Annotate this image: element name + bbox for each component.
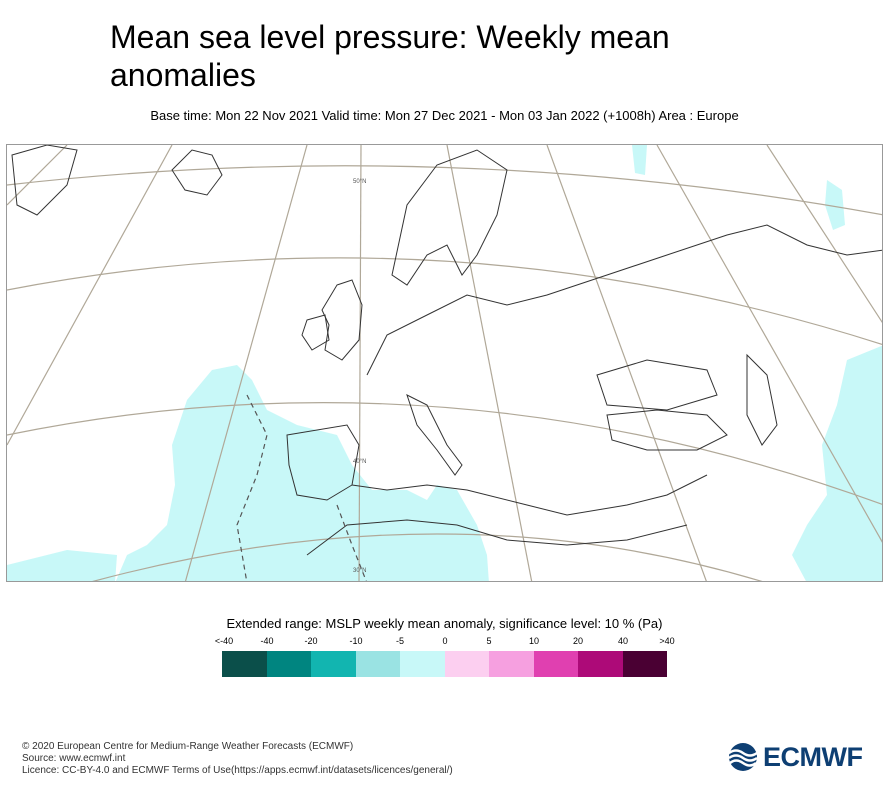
- graticule: [7, 145, 882, 581]
- legend-swatch: [444, 651, 489, 677]
- lat-label-40n: 40°N: [353, 459, 366, 465]
- coast-black-sea: [596, 359, 718, 411]
- anomaly-region-ne: [825, 180, 845, 230]
- parallel-30n: [92, 533, 763, 581]
- chart-subtitle: Base time: Mon 22 Nov 2021 Valid time: M…: [150, 108, 739, 123]
- ecmwf-logo: ECMWF: [726, 740, 871, 774]
- coast-ireland: [301, 314, 330, 351]
- legend-swatch: [578, 651, 623, 677]
- coast-caspian: [746, 353, 778, 446]
- coast-europe-main: [366, 224, 882, 376]
- coast-north-africa: [306, 519, 688, 556]
- legend-tick: 40: [617, 636, 629, 646]
- anomaly-shading: [7, 145, 882, 581]
- coast-greenland: [11, 145, 78, 216]
- legend-title: Extended range: MSLP weekly mean anomaly…: [226, 616, 663, 631]
- anomaly-region-east: [792, 345, 882, 581]
- logo-text: ECMWF: [763, 741, 863, 772]
- legend-tick: <-40: [214, 636, 234, 646]
- legend-ticks: <-40 -40 -20 -10 -5 0 5 10 20 40 >40: [200, 636, 690, 650]
- meridian-10e: [446, 145, 533, 581]
- coast-iberia: [286, 424, 360, 501]
- footer-source: Source: www.ecmwf.int: [22, 753, 126, 764]
- legend-tick: -10: [349, 636, 363, 646]
- coast-britain: [321, 279, 363, 361]
- lat-label-50n: 50°N: [353, 179, 366, 185]
- anomaly-region-west-edge: [7, 550, 117, 581]
- lat-labels: 50°N 40°N 30°N: [353, 179, 366, 574]
- parallel-60n: [7, 165, 882, 216]
- chart-title: Mean sea level pressure: Weekly mean ano…: [110, 19, 670, 93]
- legend-swatch: [355, 651, 400, 677]
- anomaly-region-west-small: [207, 503, 225, 523]
- meridian-20w: [7, 145, 173, 446]
- legend-tick: 5: [486, 636, 492, 646]
- legend-swatch: [489, 651, 534, 677]
- legend-tick: -20: [304, 636, 318, 646]
- meridian-30w: [7, 145, 68, 206]
- parallel-40n: [7, 402, 882, 505]
- zero-contour-line-1: [236, 394, 268, 581]
- legend-tick: -40: [260, 636, 274, 646]
- zero-contour: [236, 394, 367, 581]
- footer: © 2020 European Centre for Medium-Range …: [22, 741, 453, 777]
- ecmwf-wave-icon: [728, 743, 758, 771]
- legend-swatch: [266, 651, 311, 677]
- footer-licence: Licence: CC-BY-4.0 and ECMWF Terms of Us…: [22, 765, 453, 776]
- coast-italy: [406, 394, 463, 476]
- legend-tick: 0: [442, 636, 448, 646]
- meridian-0: [358, 145, 362, 581]
- legend-tick: -5: [395, 636, 405, 646]
- parallel-50n: [7, 257, 882, 345]
- coastlines: [11, 145, 882, 556]
- meridian-20e: [546, 145, 707, 581]
- legend-colorbar: [222, 651, 667, 677]
- lat-label-30n: 30°N: [353, 568, 366, 574]
- coast-mediterranean: [351, 474, 708, 516]
- footer-copyright: © 2020 European Centre for Medium-Range …: [22, 741, 354, 752]
- legend-tick: 20: [572, 636, 584, 646]
- coast-turkey: [606, 409, 728, 451]
- meridian-10w: [184, 145, 308, 581]
- legend-swatch: [622, 651, 667, 677]
- coast-iceland: [171, 149, 223, 196]
- legend-swatch: [533, 651, 578, 677]
- meridian-40e: [766, 145, 882, 324]
- legend-swatch: [400, 651, 445, 677]
- anomaly-region-arctic: [632, 145, 647, 175]
- legend-swatch: [222, 651, 267, 677]
- coast-scandinavia: [391, 149, 508, 286]
- legend-tick: 10: [528, 636, 540, 646]
- europe-map: 50°N 40°N 30°N: [6, 144, 883, 582]
- legend-swatch: [311, 651, 356, 677]
- legend-tick: >40: [659, 636, 675, 646]
- map-svg: 50°N 40°N 30°N: [7, 145, 882, 581]
- anomaly-region-atlantic: [115, 365, 489, 581]
- meridian-30e: [656, 145, 882, 543]
